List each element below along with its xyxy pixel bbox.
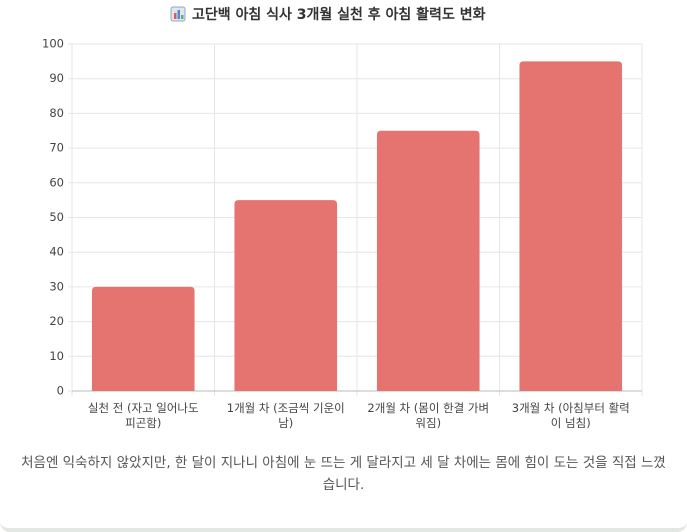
x-tick-label: 2개월 차 (몸이 한결 가벼워짐)	[367, 401, 490, 430]
y-tick-label: 40	[49, 245, 64, 259]
x-tick-label: 1개월 차 (조금씩 기운이 남)	[226, 401, 345, 430]
y-tick-label: 100	[42, 37, 64, 51]
caption: 처음엔 익숙하지 않았지만, 한 달이 지나니 아침에 눈 뜨는 게 달라지고 …	[21, 455, 666, 493]
x-tick-label: 3개월 차 (아침부터 활력이 넘침)	[511, 401, 630, 430]
y-tick-label: 90	[49, 71, 64, 85]
bar	[376, 130, 480, 391]
y-tick-label: 70	[49, 141, 64, 155]
chart: 고단백 아침 식사 3개월 실천 후 아침 활력도 변화 0 10 20 30 40 50…	[42, 6, 643, 398]
y-tick-label: 60	[49, 175, 64, 189]
chart-title: 고단백 아침 식사 3개월 실천 후 아침 활력도 변화	[192, 6, 486, 23]
x-tick-label: 실천 전 (자고 일어나도 피곤함)	[87, 401, 199, 430]
y-tick-label: 0	[57, 384, 64, 398]
title-icon	[170, 6, 186, 22]
bar	[519, 61, 623, 391]
y-tick-label: 80	[49, 106, 64, 120]
y-tick-label: 30	[49, 279, 64, 293]
y-tick-label: 50	[49, 210, 64, 224]
y-tick-label: 20	[49, 314, 64, 328]
bar	[91, 286, 195, 391]
y-tick-label: 10	[49, 349, 64, 363]
bar	[234, 200, 338, 391]
